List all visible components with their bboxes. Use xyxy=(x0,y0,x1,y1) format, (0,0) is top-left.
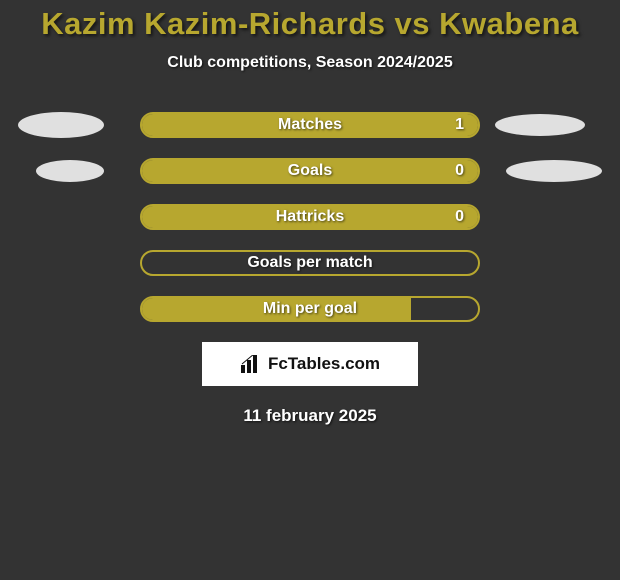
side-ellipse xyxy=(18,112,104,138)
stat-bar: Goals per match xyxy=(140,250,480,276)
stat-bar: Hattricks0 xyxy=(140,204,480,230)
side-ellipse xyxy=(506,160,602,182)
stat-row: Goals per match xyxy=(0,250,620,276)
stat-bar-fill xyxy=(142,114,478,136)
side-ellipse xyxy=(36,160,104,182)
side-ellipse xyxy=(495,114,585,136)
stat-bar: Goals0 xyxy=(140,158,480,184)
stat-bar-fill xyxy=(142,206,478,228)
page-title: Kazim Kazim-Richards vs Kwabena xyxy=(0,6,620,42)
stat-bar-fill xyxy=(142,160,478,182)
logo-bars-icon xyxy=(240,355,262,373)
date-line: 11 february 2025 xyxy=(0,406,620,426)
stat-bar: Min per goal xyxy=(140,296,480,322)
stat-label: Goals per match xyxy=(142,254,478,272)
stat-bar-fill xyxy=(142,298,411,320)
page-subtitle: Club competitions, Season 2024/2025 xyxy=(0,54,620,72)
stat-bar: Matches1 xyxy=(140,112,480,138)
comparison-chart: Matches1 Goals0 Hattricks0 Goals per match M… xyxy=(0,112,620,322)
stat-row: Min per goal xyxy=(0,296,620,322)
stat-row: Hattricks0 xyxy=(0,204,620,230)
logo-text: FcTables.com xyxy=(268,354,380,374)
logo-box: FcTables.com xyxy=(202,342,418,386)
